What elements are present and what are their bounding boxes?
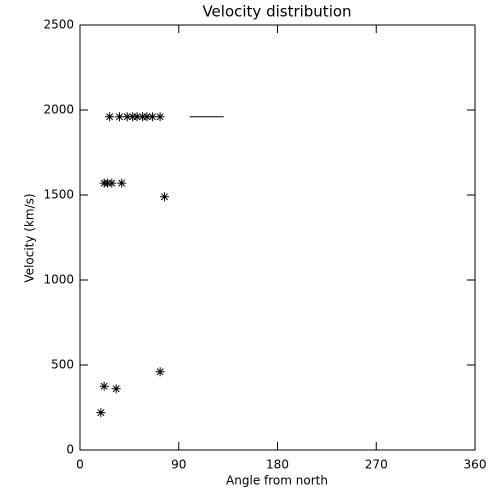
- point: [107, 178, 117, 188]
- x-tick-label: 90: [171, 458, 186, 472]
- point: [115, 112, 124, 122]
- y-tick-label: 2500: [43, 18, 74, 32]
- point: [117, 178, 127, 188]
- point: [155, 112, 165, 122]
- x-tick-label: 0: [76, 458, 84, 472]
- x-tick-label: 180: [266, 458, 289, 472]
- y-tick-label: 500: [51, 358, 74, 372]
- y-tick-label: 1000: [43, 273, 74, 287]
- x-tick-label: 270: [365, 458, 388, 472]
- point: [142, 112, 152, 122]
- y-tick-label: 2000: [43, 103, 74, 117]
- point: [111, 384, 121, 394]
- point: [147, 112, 157, 122]
- point: [105, 112, 115, 122]
- y-axis-label: Velocity (km/s): [23, 193, 37, 282]
- point: [132, 112, 142, 122]
- x-tick-label: 360: [464, 458, 487, 472]
- point: [155, 367, 165, 377]
- point: [96, 408, 106, 418]
- plot-frame: [79, 24, 476, 451]
- point: [122, 112, 132, 122]
- x-axis-label: Angle from north: [226, 474, 328, 488]
- point: [159, 192, 169, 202]
- y-tick-label: 1500: [43, 188, 74, 202]
- y-tick-label: 0: [66, 443, 74, 457]
- chart-title: Velocity distribution: [202, 3, 351, 21]
- point: [99, 381, 109, 391]
